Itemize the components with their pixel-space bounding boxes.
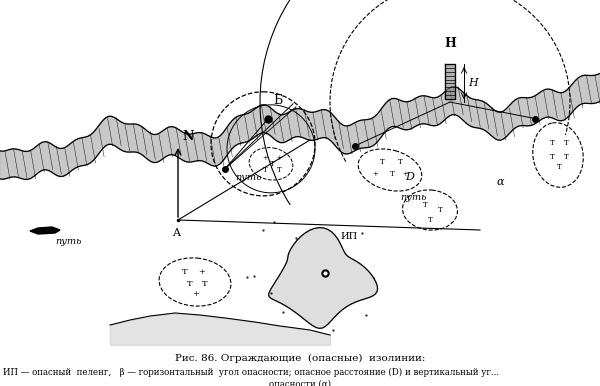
Text: T: T	[563, 139, 568, 147]
Text: T: T	[437, 206, 442, 214]
Text: T: T	[187, 280, 193, 288]
Text: T: T	[380, 158, 385, 166]
Text: +: +	[372, 170, 378, 178]
Polygon shape	[30, 227, 60, 234]
Text: D: D	[406, 172, 415, 182]
Text: путь: путь	[55, 237, 82, 246]
Text: T: T	[563, 153, 568, 161]
Polygon shape	[269, 228, 377, 328]
Text: +: +	[199, 268, 205, 276]
Text: Б: Б	[273, 94, 282, 107]
Text: ИП — опасный  пеленг,   β — горизонтальный  угол опасности; опасное расстояние (: ИП — опасный пеленг, β — горизонтальный …	[3, 368, 499, 377]
Text: A: A	[172, 228, 180, 238]
Text: +: +	[262, 154, 268, 162]
Text: ИП: ИП	[340, 232, 357, 241]
Text: T: T	[422, 201, 427, 209]
Text: T: T	[202, 280, 208, 288]
Text: опасности (α): опасности (α)	[269, 380, 331, 386]
Text: +: +	[402, 170, 408, 178]
Text: путь: путь	[235, 173, 261, 182]
Text: T: T	[269, 160, 274, 168]
Text: T: T	[277, 166, 281, 174]
Text: H: H	[468, 78, 478, 88]
Text: N: N	[182, 130, 193, 143]
Text: T: T	[398, 158, 403, 166]
Text: T: T	[557, 163, 562, 171]
Text: +: +	[276, 154, 282, 162]
Text: H: H	[444, 37, 456, 50]
Text: T: T	[263, 166, 268, 174]
Text: T: T	[550, 153, 554, 161]
Text: путь: путь	[400, 193, 427, 202]
Text: α: α	[496, 177, 504, 187]
Text: T: T	[389, 170, 394, 178]
Text: Рис. 86. Ограждающие  (опасные)  изолинии:: Рис. 86. Ограждающие (опасные) изолинии:	[175, 354, 425, 363]
Text: T: T	[428, 216, 433, 224]
Text: +: +	[193, 290, 199, 298]
Text: T: T	[550, 139, 554, 147]
Text: T: T	[182, 268, 188, 276]
